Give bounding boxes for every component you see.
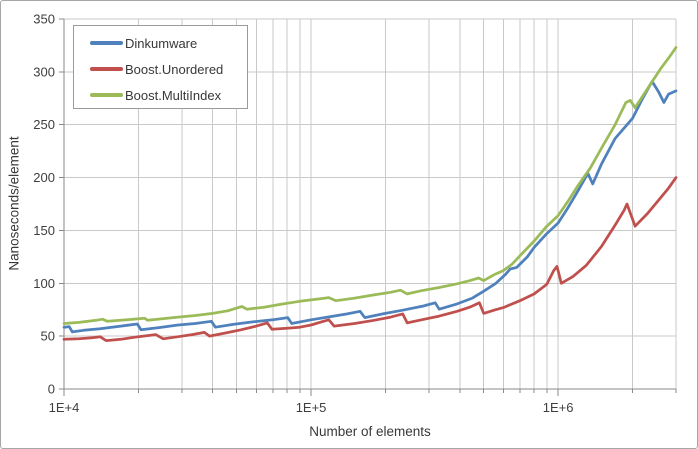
legend-line-swatch-boost-unordered: [90, 67, 123, 71]
legend-label-boost-multiindex: Boost.MultiIndex: [125, 87, 222, 103]
legend-item-boost-unordered: Boost.Unordered: [74, 56, 247, 82]
y-axis-title: Nanoseconds/element: [6, 136, 22, 271]
series-line-boost-unordered: [62, 176, 678, 342]
x-axis-title: Number of elements: [309, 424, 431, 439]
legend-label-boost-unordered: Boost.Unordered: [125, 61, 224, 77]
y-tick-label: 0: [48, 382, 55, 397]
y-tick-label: 100: [33, 276, 55, 291]
series-line-dinkumware: [62, 80, 678, 334]
series-line-boost-multiindex: [62, 46, 678, 325]
legend-line-swatch-boost-multiindex: [90, 93, 123, 97]
y-tick-label: 350: [33, 12, 55, 27]
y-tick-label: 300: [33, 64, 55, 79]
legend-item-dinkumware: Dinkumware: [74, 30, 247, 56]
x-tick-label: 1E+4: [49, 400, 80, 415]
legend-line-swatch-dinkumware: [90, 41, 123, 45]
legend-label-dinkumware: Dinkumware: [125, 35, 198, 51]
x-tick-label: 1E+6: [543, 400, 574, 415]
y-tick-label: 150: [33, 223, 55, 238]
legend-item-boost-multiindex: Boost.MultiIndex: [74, 82, 247, 108]
y-tick-label: 50: [41, 329, 55, 344]
y-tick-label: 250: [33, 117, 55, 132]
legend: Dinkumware Boost.Unordered Boost.MultiIn…: [73, 25, 248, 109]
x-tick-label: 1E+5: [296, 400, 327, 415]
y-tick-label: 200: [33, 170, 55, 185]
